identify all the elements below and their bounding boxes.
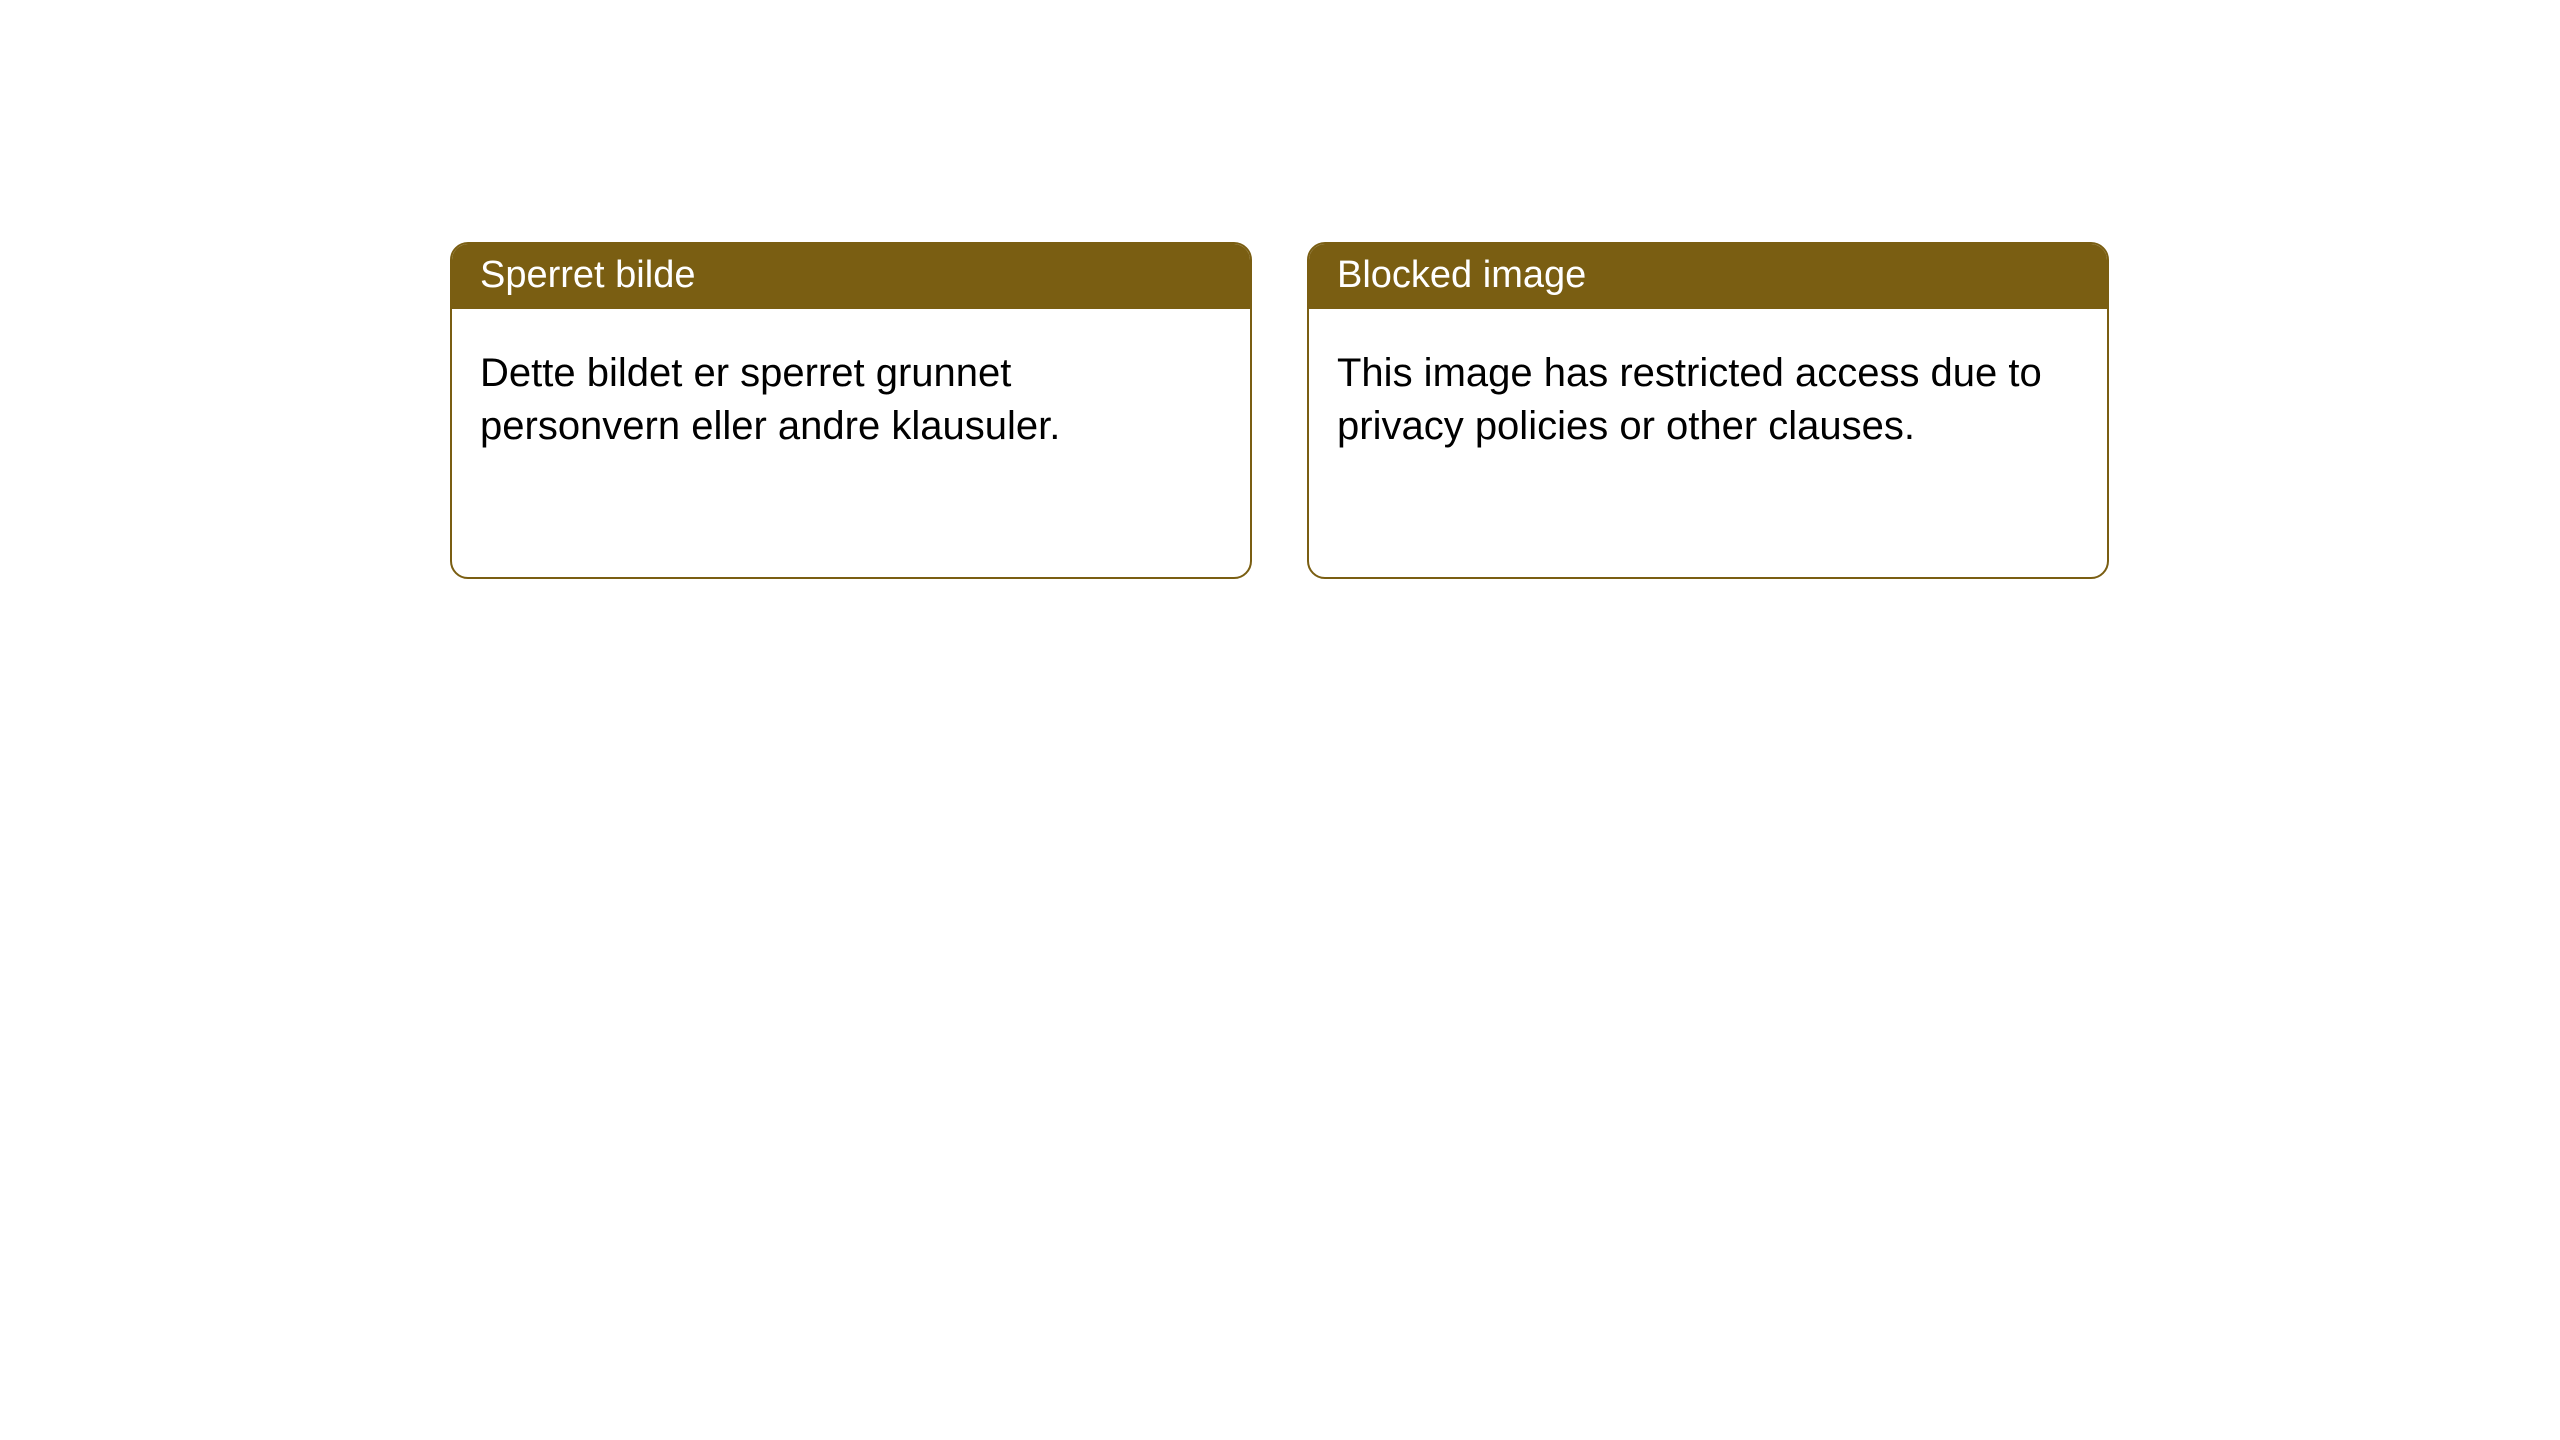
notice-card-header: Sperret bilde: [452, 244, 1250, 309]
notice-card-body: Dette bildet er sperret grunnet personve…: [452, 309, 1250, 577]
notice-body-text: Dette bildet er sperret grunnet personve…: [480, 351, 1060, 448]
notice-header-text: Blocked image: [1337, 254, 1586, 296]
notice-card-header: Blocked image: [1309, 244, 2107, 309]
notice-card-norwegian: Sperret bilde Dette bildet er sperret gr…: [450, 242, 1252, 579]
notice-header-text: Sperret bilde: [480, 254, 695, 296]
notice-body-text: This image has restricted access due to …: [1337, 351, 2042, 448]
notice-cards-container: Sperret bilde Dette bildet er sperret gr…: [0, 0, 2560, 579]
notice-card-english: Blocked image This image has restricted …: [1307, 242, 2109, 579]
notice-card-body: This image has restricted access due to …: [1309, 309, 2107, 577]
